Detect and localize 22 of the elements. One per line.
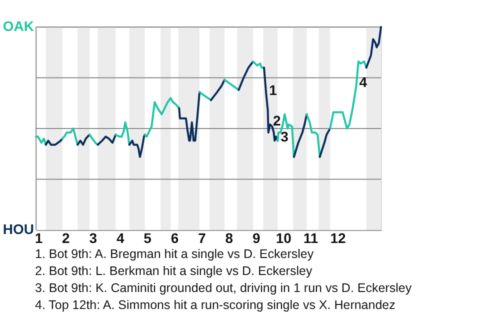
x-tick-label: 4 (116, 230, 124, 246)
text: 3. Bot 9th: K. Caminiti grounded out, driving in 1 run vs D. Eckersley (35, 281, 412, 295)
text: 4. Top 12th: A. Simmons hit a run-scoring single vs X. Hernandez (35, 298, 396, 312)
x-tick-label: 1 (34, 230, 43, 246)
annotation: 4 (359, 74, 368, 90)
x-tick-label: 3 (89, 230, 98, 246)
x-tick-label: 2 (62, 230, 70, 246)
text: 1. Bot 9th: A. Bregman hit a single vs D. Eckersley (35, 247, 314, 261)
x-tick-label: 12 (330, 230, 346, 246)
x-tick-label: 10 (276, 230, 292, 246)
annotation: 1 (269, 82, 278, 98)
text: OAK (2, 18, 34, 34)
x-tick-label: 6 (170, 230, 179, 246)
x-tick-label: 7 (198, 230, 206, 246)
annotation: 2 (272, 112, 281, 128)
text: HOU (2, 221, 34, 237)
text: 2. Bot 9th: L. Berkman hit a single vs D. Eckersley (35, 264, 313, 278)
x-tick-label: 11 (303, 230, 318, 246)
x-tick-label: 9 (252, 230, 260, 246)
x-tick-label: 5 (144, 230, 152, 246)
annotation: 3 (280, 128, 289, 145)
x-tick-label: 8 (225, 230, 234, 246)
